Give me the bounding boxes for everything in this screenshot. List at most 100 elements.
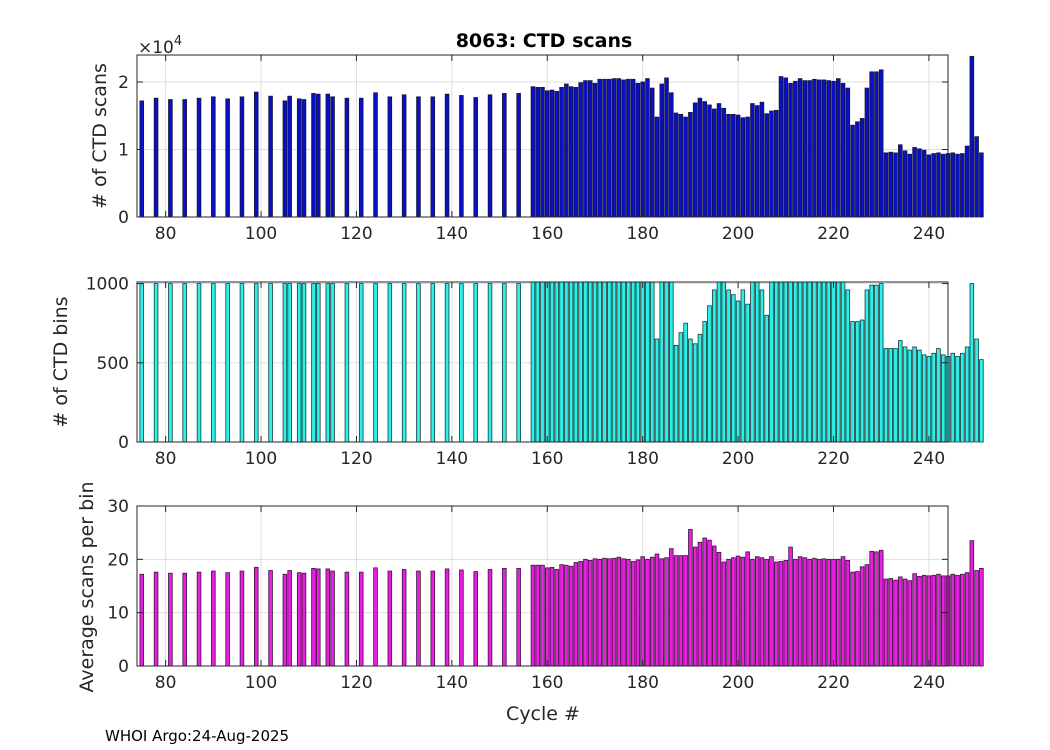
scans-bar [769,110,774,218]
ratio-bar [654,553,660,667]
axes-frame [136,505,949,667]
bins-bar [836,281,841,443]
scans-bar [659,83,665,218]
x-tick-label: 160 [531,449,563,469]
bins-bar [253,283,259,443]
ratio-bar [764,558,769,667]
scans-bar [883,152,889,218]
ratio-bar [325,568,331,667]
ratio-bar [602,557,607,667]
ratio-bar [826,558,831,667]
bins-bar [268,283,273,443]
bins-bar [917,349,922,443]
ratio-bar [659,558,665,667]
scans-bar [964,145,970,218]
y-tick-label: 10 [107,604,129,624]
ratio-bar [535,564,540,667]
bins-bar [754,281,760,443]
scans-bar [855,121,860,218]
bins-bar [735,300,741,443]
bins-bar [697,333,703,443]
scans-bar [530,86,536,218]
ratio-bar [640,556,645,667]
ratio-bar [812,557,817,667]
ratio-bar [912,573,917,667]
scans-bar [416,96,421,218]
bins-bar [774,281,779,443]
ratio-bar [182,572,187,667]
x-tick-label: 140 [436,224,468,244]
axes-frame [136,281,949,443]
ratio-bar [473,571,478,667]
ratio-bar [754,556,760,667]
bins-bar [626,281,631,443]
ratio-bar [745,551,750,667]
bins-bar [287,283,292,443]
scans-bar [793,80,798,218]
scans-bar [621,79,626,218]
scans-bar [225,98,230,218]
ratio-bar [664,557,669,667]
bins-bar [568,281,574,443]
ratio-bar [936,573,941,667]
y-tick-label: 30 [107,497,129,517]
y-tick-label: 0 [118,657,129,677]
scans-bar [797,78,803,218]
ratio-bar [196,571,202,667]
scans-bar [702,101,707,218]
ratio-bar [573,562,579,667]
scans-bar [645,78,650,218]
scans-bar [316,93,321,218]
bins-bar [616,281,622,443]
scans-bar [182,99,187,218]
bins-bar [869,284,874,443]
ratio-bar [902,578,908,667]
x-axis-label: Cycle # [506,703,580,725]
x-tick-label: 100 [245,224,277,244]
ratio-bar [673,555,679,667]
scans-bar [673,112,679,218]
scans-bar [168,99,173,218]
ratio-bar [330,570,335,667]
ratio-bar [726,558,731,667]
ratio-axes: 80 100 120 140 160 180 200 220 240 0 10 20 30 [107,497,984,693]
ratio-bar [635,559,641,667]
bins-bar [430,283,436,443]
ratio-bar [611,557,617,667]
bins-bar [344,283,350,443]
scans-bar [917,148,922,218]
scans-bar [926,154,932,218]
scans-bar [960,153,965,218]
ratio-bar [878,549,884,667]
x-tick-label: 220 [817,224,849,244]
bins-bar [898,340,903,443]
bins-bar [912,346,917,443]
x-tick-label: 80 [155,449,177,469]
scans-bar [807,80,812,218]
scans-bar [692,102,698,218]
scans-bar [626,78,631,218]
scans-bar [253,91,259,218]
bins-bar [778,281,784,443]
exponent-power: 4 [174,34,182,49]
bins-bar [239,283,245,443]
bins-bar [960,352,965,443]
ratio-bar [683,555,688,667]
bins-bar [731,294,736,443]
ratio-bar [821,558,827,667]
bins-bar [750,281,755,443]
scans-bar [568,86,574,218]
bins-bar [640,281,645,443]
bins-bar [859,319,865,443]
scans-bar [669,92,674,218]
bins-bar [759,289,765,443]
ratio-bar [311,568,316,667]
ratio-bar [778,561,784,667]
bins-bar [664,281,669,443]
bins-bar [845,289,851,443]
bins-bar [716,281,722,443]
bins-bar [301,283,307,443]
ratio-bar [587,560,593,667]
bins-bar [812,281,817,443]
x-tick-label: 200 [722,224,754,244]
